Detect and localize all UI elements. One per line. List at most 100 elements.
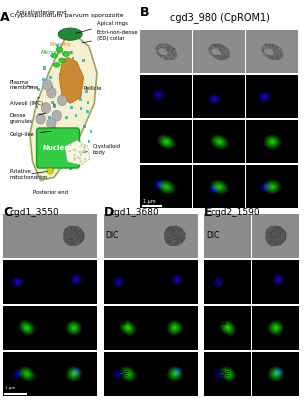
Bar — [49, 76, 52, 79]
Text: B: B — [140, 6, 150, 19]
Circle shape — [68, 150, 70, 152]
Circle shape — [79, 157, 81, 160]
Text: 1 μm: 1 μm — [5, 386, 16, 390]
Text: Golgi-like: Golgi-like — [10, 131, 51, 137]
Text: Apical/anterior end: Apical/anterior end — [16, 10, 67, 15]
Bar — [83, 144, 86, 148]
Bar — [52, 124, 55, 127]
Bar — [79, 98, 82, 102]
Text: cgd1_3680: cgd1_3680 — [110, 208, 160, 217]
Circle shape — [73, 157, 75, 160]
Bar — [54, 164, 57, 167]
Circle shape — [80, 160, 82, 163]
Text: Merge: Merge — [106, 369, 129, 378]
Text: 1 μm: 1 μm — [143, 199, 156, 204]
Ellipse shape — [59, 58, 66, 63]
Bar — [36, 105, 38, 108]
Bar — [62, 69, 64, 72]
Ellipse shape — [57, 95, 67, 106]
Bar — [53, 105, 56, 108]
Bar — [50, 85, 53, 88]
Bar — [42, 107, 45, 110]
Text: Posterior end: Posterior end — [33, 190, 68, 195]
Bar — [43, 66, 46, 70]
Text: Apical rings: Apical rings — [76, 21, 128, 34]
Text: DAPI: DAPI — [106, 277, 124, 286]
Text: Putative
mitochondrion: Putative mitochondrion — [10, 169, 48, 180]
Ellipse shape — [53, 63, 60, 67]
Circle shape — [72, 148, 74, 151]
Text: Alexa
488: Alexa 488 — [206, 318, 228, 338]
Text: Pellicle: Pellicle — [84, 86, 102, 90]
Bar — [80, 146, 83, 150]
Text: D: D — [104, 206, 114, 219]
Circle shape — [74, 149, 76, 152]
Bar — [75, 114, 77, 118]
Bar — [65, 80, 68, 83]
Bar — [64, 133, 66, 136]
Text: Alveoli (IMC): Alveoli (IMC) — [10, 97, 43, 106]
Bar — [59, 73, 62, 76]
Bar — [47, 104, 49, 108]
Bar — [56, 44, 59, 47]
Bar — [38, 136, 41, 139]
Text: Crystalloid
body: Crystalloid body — [82, 144, 121, 155]
Text: cgd2_1590: cgd2_1590 — [210, 208, 260, 217]
Bar — [57, 47, 59, 50]
Ellipse shape — [47, 168, 53, 174]
Bar — [70, 51, 73, 54]
Text: cgd3_980 (CpROM1): cgd3_980 (CpROM1) — [170, 12, 270, 24]
Text: Plasma
membrane: Plasma membrane — [10, 80, 39, 90]
Ellipse shape — [36, 113, 45, 124]
FancyBboxPatch shape — [37, 128, 80, 168]
Bar — [44, 108, 46, 111]
Bar — [85, 90, 88, 93]
Ellipse shape — [51, 53, 57, 58]
Ellipse shape — [47, 87, 56, 98]
Text: DIC: DIC — [206, 231, 220, 240]
Bar — [70, 150, 73, 153]
Bar — [60, 134, 63, 137]
Bar — [66, 116, 68, 119]
Bar — [88, 140, 90, 143]
Text: DIC: DIC — [106, 231, 119, 240]
Ellipse shape — [52, 110, 61, 121]
Bar — [83, 126, 86, 128]
Circle shape — [77, 156, 79, 159]
Circle shape — [74, 158, 76, 161]
Bar — [74, 72, 77, 75]
Bar — [70, 79, 73, 82]
Text: DAPI: DAPI — [206, 277, 224, 286]
Text: A: A — [0, 11, 10, 24]
Text: Nucleus: Nucleus — [42, 145, 74, 151]
Bar — [82, 59, 85, 62]
Bar — [40, 147, 43, 150]
Ellipse shape — [56, 47, 63, 52]
Bar — [53, 104, 56, 107]
Bar — [72, 57, 74, 60]
Bar — [48, 162, 51, 166]
Text: Cryptosporidium parvum sporozoite: Cryptosporidium parvum sporozoite — [10, 13, 124, 18]
Text: Merge: Merge — [206, 369, 230, 378]
Circle shape — [69, 145, 71, 148]
Bar — [46, 148, 48, 152]
Bar — [90, 130, 92, 133]
Bar — [42, 128, 45, 131]
Bar — [44, 152, 47, 155]
Circle shape — [82, 150, 84, 153]
Circle shape — [69, 144, 71, 146]
Circle shape — [77, 156, 79, 159]
Ellipse shape — [58, 28, 82, 40]
Bar — [70, 166, 72, 170]
Bar — [37, 88, 40, 92]
Bar — [86, 110, 89, 113]
Circle shape — [81, 144, 83, 146]
Bar — [67, 148, 70, 151]
Circle shape — [84, 158, 86, 160]
Bar — [52, 168, 54, 171]
Bar — [54, 158, 56, 161]
Bar — [38, 130, 41, 133]
Bar — [42, 78, 45, 81]
Ellipse shape — [47, 118, 56, 129]
Polygon shape — [65, 140, 90, 165]
